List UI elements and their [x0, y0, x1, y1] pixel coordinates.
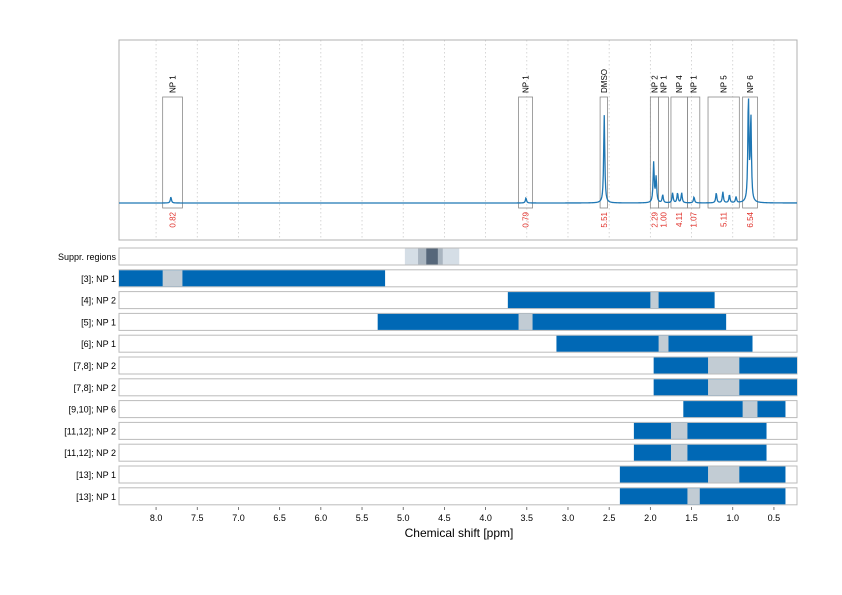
integral-value: 1.07	[690, 211, 699, 227]
x-tick-label: 6.0	[315, 513, 328, 523]
annotation-box	[599, 96, 608, 209]
row-label: [13]; NP 1	[76, 470, 116, 480]
integral-value: 6.54	[746, 211, 755, 227]
annotation-label: NP 1	[169, 75, 178, 93]
range-bar	[556, 335, 753, 352]
range-bar	[377, 313, 727, 330]
annotation-label: NP 6	[746, 75, 755, 93]
range-row: [3]; NP 1	[81, 269, 798, 288]
annotation-box	[658, 96, 669, 209]
range-row: [5]; NP 1	[81, 312, 798, 331]
range-row: [4]; NP 2	[81, 291, 798, 310]
range-bar	[507, 292, 715, 309]
peak-region	[658, 335, 669, 352]
x-axis: 8.0 7.5 7.0 6.5 6.0 5.5 5.0 4.5 4.0 3.5 3.0 2.5 2.0 1…	[150, 507, 780, 523]
x-tick-label: 4.5	[438, 513, 451, 523]
range-row: [6]; NP 1	[81, 334, 798, 353]
range-bar	[633, 422, 767, 439]
x-tick-label: 2.0	[644, 513, 657, 523]
row-label: [6]; NP 1	[81, 339, 116, 349]
peak-region	[650, 292, 659, 309]
peak-region	[708, 379, 740, 396]
peak-region	[708, 357, 740, 374]
range-row: [13]; NP 1	[76, 487, 798, 506]
x-tick-label: 8.0	[150, 513, 163, 523]
x-tick-label: 7.5	[191, 513, 204, 523]
peak-region	[742, 401, 758, 418]
peak-region	[670, 422, 688, 439]
spectrum-panel: NP 1 0.82 NP 1 0.79 DMSO 5.51 NP 2 2.29 NP 1 1.00…	[118, 39, 798, 241]
row-label: [11,12]; NP 2	[64, 448, 116, 458]
annotation-label: DMSO	[600, 69, 609, 93]
x-tick-label: 6.5	[273, 513, 286, 523]
integral-value: 0.79	[522, 211, 531, 227]
x-tick-label: 5.5	[356, 513, 369, 523]
annotation-label: NP 5	[720, 75, 729, 93]
peak-region	[708, 466, 740, 483]
x-axis-label: Chemical shift [ppm]	[405, 526, 514, 540]
range-bar	[619, 466, 786, 483]
peak-region	[687, 488, 700, 505]
annotation-box	[687, 96, 701, 209]
row-label: [9,10]; NP 6	[69, 405, 116, 415]
annotation-label: NP 1	[660, 75, 669, 93]
peak-region	[670, 444, 688, 461]
x-tick-label: 3.5	[521, 513, 534, 523]
suppression-row: Suppr. regions	[58, 247, 798, 266]
annotation-box	[162, 96, 183, 209]
x-tick-label: 3.0	[562, 513, 575, 523]
integral-value: 5.51	[600, 211, 609, 227]
row-label: [11,12]; NP 2	[64, 426, 116, 436]
spectrum-line	[119, 98, 797, 204]
annotation-label: NP 1	[522, 75, 531, 93]
x-tick-label: 2.5	[603, 513, 616, 523]
annotation-box	[670, 96, 688, 209]
row-label: Suppr. regions	[58, 252, 117, 262]
annotation-label: NP 2	[650, 75, 659, 93]
annotation-box	[518, 96, 533, 209]
x-tick-label: 7.0	[232, 513, 245, 523]
annotation-box	[707, 96, 740, 209]
row-label: [3]; NP 1	[81, 274, 116, 284]
range-bar	[683, 401, 786, 418]
range-bar	[633, 444, 767, 461]
range-bar	[619, 488, 786, 505]
vertical-gridlines	[155, 40, 775, 240]
range-row: [7,8]; NP 2	[74, 378, 798, 397]
range-bar	[119, 270, 386, 287]
x-tick-label: 0.5	[768, 513, 781, 523]
integral-value: 5.11	[720, 211, 729, 227]
row-label: [4]; NP 2	[81, 296, 116, 306]
row-label: [7,8]; NP 2	[74, 383, 116, 393]
row-frame	[118, 421, 798, 440]
peak-region	[162, 270, 183, 287]
range-row: [7,8]; NP 2	[74, 356, 798, 375]
annotation-box	[742, 96, 758, 209]
annotation-label: NP 1	[690, 75, 699, 93]
x-tick-label: 4.0	[479, 513, 492, 523]
row-frame	[118, 400, 798, 419]
suppression-segment	[426, 248, 438, 265]
row-label: [7,8]; NP 2	[74, 361, 116, 371]
range-rows: [3]; NP 1 [4]; NP 2 [5]; NP 1 [6]; NP 1 [7,8…	[64, 269, 798, 506]
row-label: [13]; NP 1	[76, 492, 116, 502]
range-row: [11,12]; NP 2	[64, 443, 798, 462]
range-row: [11,12]; NP 2	[64, 421, 798, 440]
range-row: [13]; NP 1	[76, 465, 798, 484]
row-label: [5]; NP 1	[81, 317, 116, 327]
integral-value: 1.00	[660, 211, 669, 227]
peak-region	[518, 313, 533, 330]
row-frame	[118, 443, 798, 462]
range-row: [9,10]; NP 6	[69, 400, 798, 419]
integral-value: 4.11	[675, 211, 684, 227]
x-tick-label: 1.0	[726, 513, 739, 523]
integral-value: 2.29	[650, 211, 659, 227]
spectrum-frame	[118, 39, 798, 241]
integral-value: 0.82	[169, 211, 178, 227]
x-tick-label: 1.5	[685, 513, 698, 523]
x-tick-label: 5.0	[397, 513, 410, 523]
annotation-label: NP 4	[675, 75, 684, 93]
